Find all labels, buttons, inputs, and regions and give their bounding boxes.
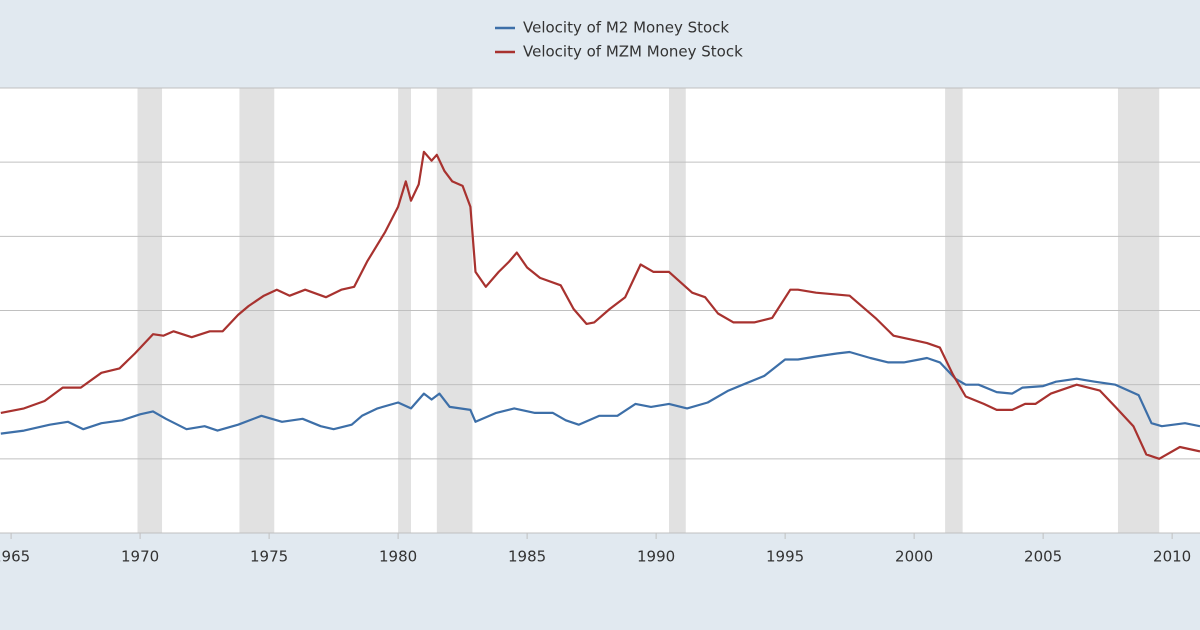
x-tick-label: 2010 bbox=[1153, 548, 1191, 566]
x-tick-label: 1980 bbox=[379, 548, 417, 566]
x-tick-label: 1985 bbox=[508, 548, 546, 566]
x-tick-label: 1970 bbox=[121, 548, 159, 566]
x-tick-label: 2000 bbox=[895, 548, 933, 566]
x-tick-label: 1975 bbox=[250, 548, 288, 566]
x-tick-label: 1990 bbox=[637, 548, 675, 566]
legend-label: Velocity of MZM Money Stock bbox=[523, 43, 743, 61]
x-tick-label: 1965 bbox=[0, 548, 30, 566]
x-tick-label: 1995 bbox=[766, 548, 804, 566]
legend-label: Velocity of M2 Money Stock bbox=[523, 19, 729, 37]
series-line bbox=[0, 350, 1200, 435]
series-line bbox=[0, 150, 1200, 460]
x-tick-label: 2005 bbox=[1024, 548, 1062, 566]
